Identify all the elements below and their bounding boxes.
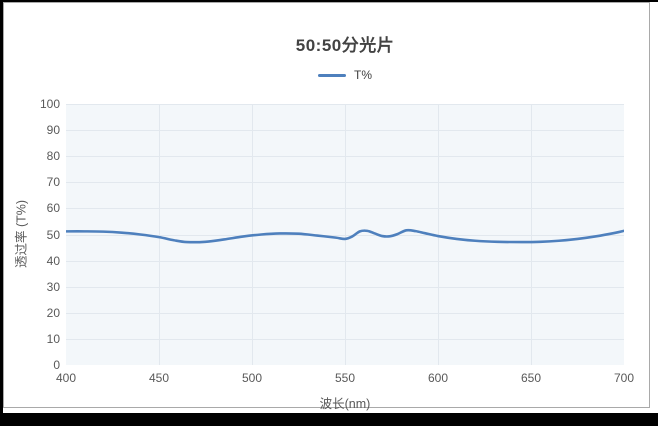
x-tick-label: 550 [334, 371, 356, 385]
chart-panel: 50:50分光片 T% 0 10 20 30 40 50 60 70 80 90 100 400 45… [3, 2, 650, 411]
legend-line-swatch [318, 73, 346, 77]
x-tick-label: 450 [148, 371, 170, 385]
legend: T% [66, 67, 624, 83]
x-axis-title: 波长(nm) [319, 397, 371, 411]
x-tick-label: 650 [520, 371, 542, 385]
y-tick-label: 50 [46, 227, 60, 242]
series-line-t-percent [66, 228, 624, 244]
y-tick-label: 100 [39, 97, 60, 111]
x-tick-label: 500 [241, 371, 263, 385]
legend-series-label[interactable]: T% [354, 68, 372, 82]
y-tick-label: 80 [46, 149, 60, 164]
y-axis-title: 透过率 (T%) [14, 199, 29, 269]
x-tick-label: 400 [55, 371, 77, 385]
y-tick-label: 40 [46, 253, 60, 268]
line-chart-plot-area [66, 104, 624, 365]
x-tick-label: 700 [613, 371, 635, 385]
y-tick-label: 70 [46, 175, 60, 190]
chart-title: 50:50分光片 [295, 36, 395, 55]
frame-left-edge [0, 0, 3, 413]
y-tick-label: 90 [46, 123, 60, 138]
frame-top-edge [0, 0, 658, 2]
y-tick-label: 60 [46, 201, 60, 216]
y-tick-label: 10 [46, 331, 60, 346]
frame-bottom-edge [0, 413, 658, 426]
x-tick-label: 600 [427, 371, 449, 385]
y-tick-label: 30 [46, 279, 60, 294]
y-tick-label: 20 [46, 305, 60, 320]
y-tick-label: 0 [53, 358, 60, 372]
